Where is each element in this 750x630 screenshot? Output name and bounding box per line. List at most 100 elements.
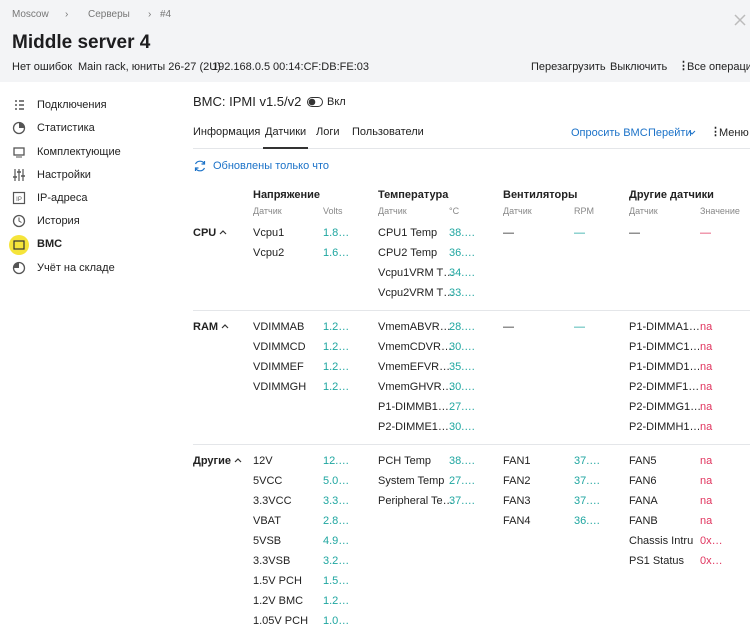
sensor-value: 1.2… — [323, 361, 350, 373]
column-subtitle: Датчик — [378, 206, 407, 216]
collapse-chevron[interactable] — [219, 229, 227, 235]
sensor-value: 0x… — [700, 555, 723, 567]
column-subtitle: °C — [449, 206, 460, 216]
nav-item[interactable]: Статистика — [37, 122, 95, 134]
breadcrumb: #4 — [160, 9, 172, 20]
sensor-name: 1.2V BMC — [253, 595, 304, 607]
sensor-value: 1.5… — [323, 575, 350, 587]
sensor-name: 1.5V PCH — [253, 575, 302, 587]
sensor-name: VDIMMGH — [253, 381, 307, 393]
sensor-value: — — [700, 227, 711, 239]
sensor-name: 3.3VSB — [253, 555, 291, 567]
tab[interactable]: Информация — [193, 126, 261, 138]
nav-item[interactable]: Комплектующие — [37, 146, 121, 158]
sensor-value: na — [700, 381, 713, 393]
sensor-value: 1.2… — [323, 595, 350, 607]
sensor-name: 1.05V PCH — [253, 615, 309, 627]
sensor-value: na — [700, 341, 713, 353]
nav-item[interactable]: История — [37, 215, 80, 227]
sensor-value: na — [700, 361, 713, 373]
breadcrumb[interactable]: Серверы — [88, 9, 130, 20]
sensor-value: 1.6… — [323, 247, 350, 259]
sensor-value: 0x… — [700, 535, 723, 547]
sensor-name: Vcpu1 — [253, 227, 285, 239]
sensor-name: FAN3 — [503, 495, 531, 507]
sensor-name: VmemEFVR… — [378, 361, 451, 373]
sensor-value: 34.… — [449, 267, 476, 279]
nav-item[interactable]: Настройки — [37, 169, 91, 181]
sensor-name: P2-DIMMG1… — [629, 401, 702, 413]
action-button[interactable]: Перезагрузить — [531, 61, 606, 73]
icon-active — [9, 235, 29, 255]
sensor-name: P1-DIMMD1… — [629, 361, 701, 373]
nav-item-active[interactable]: BMC — [37, 238, 63, 250]
header — [0, 0, 750, 82]
sensor-name: P1-DIMMA1… — [629, 321, 700, 333]
sensor-name: Chassis Intru — [629, 535, 694, 547]
page-title: Middle server 4 — [12, 32, 151, 53]
sensor-value: 3.3… — [323, 495, 350, 507]
sensor-value: 3.2… — [323, 555, 350, 567]
sensor-value: 1.2… — [323, 381, 350, 393]
sensor-name: P1-DIMMC1… — [629, 341, 701, 353]
sensor-value: — — [574, 227, 585, 239]
nav-item[interactable]: Подключения — [37, 99, 107, 111]
link-button[interactable]: Перейти — [648, 127, 692, 139]
column-subtitle: Volts — [323, 206, 343, 216]
sensor-value: na — [700, 421, 713, 433]
action-button[interactable]: Все операции — [687, 61, 750, 73]
collapse-chevron[interactable] — [221, 323, 229, 329]
sensor-name: VmemGHVR… — [378, 381, 453, 393]
nav-item[interactable]: IP-адреса — [37, 192, 88, 204]
sensor-value: 38.… — [449, 455, 476, 467]
menu-button[interactable]: Меню — [719, 127, 749, 139]
tab[interactable]: Логи — [316, 126, 340, 138]
kebab-icon: ⋮ — [678, 60, 689, 72]
sensor-value: 2.8… — [323, 515, 350, 527]
sensor-name: Vcpu2VRM T… — [378, 287, 455, 299]
tab[interactable]: Пользователи — [352, 126, 424, 138]
sensor-value: na — [700, 455, 713, 467]
chevron — [688, 130, 696, 135]
sensor-value: 1.2… — [323, 341, 350, 353]
toggle-label: Вкл — [327, 96, 346, 108]
refresh-icon — [194, 160, 206, 172]
sensor-name: VmemABVR… — [378, 321, 451, 333]
sensor-name: VDIMMEF — [253, 361, 304, 373]
sensor-value: 27.… — [449, 401, 476, 413]
sensor-value: 37.… — [574, 455, 601, 467]
sensor-name: 12V — [253, 455, 273, 467]
sensor-name: VDIMMAB — [253, 321, 305, 333]
link-button[interactable]: Опросить BMC — [571, 127, 648, 139]
sensor-value: na — [700, 495, 713, 507]
tab-active[interactable]: Датчики — [265, 126, 307, 138]
sensor-value: 33.… — [449, 287, 476, 299]
column-subtitle: Датчик — [503, 206, 532, 216]
sensor-value: 1.8… — [323, 227, 350, 239]
sensor-value: na — [700, 475, 713, 487]
breadcrumb[interactable]: Moscow — [12, 9, 49, 20]
sensor-name: CPU1 Temp — [378, 227, 438, 239]
sensor-name: FAN1 — [503, 455, 531, 467]
sensor-name: VmemCDVR… — [378, 341, 452, 353]
icon — [13, 147, 25, 158]
sensor-name: P2-DIMMF1… — [629, 381, 700, 393]
column-title: Температура — [378, 189, 449, 201]
close-button[interactable] — [733, 13, 747, 27]
collapse-chevron[interactable] — [234, 457, 242, 463]
sensor-value: 30.… — [449, 381, 476, 393]
group-divider — [193, 310, 750, 311]
sensor-name: System Temp — [378, 475, 445, 487]
toggle[interactable] — [307, 97, 323, 107]
sensor-name: CPU2 Temp — [378, 247, 438, 259]
column-subtitle: Значение — [700, 206, 740, 216]
sensor-name: PS1 Status — [629, 555, 685, 567]
sensor-name: 3.3VCC — [253, 495, 292, 507]
sensor-value: 36.… — [574, 515, 601, 527]
nav-item[interactable]: Учёт на складе — [37, 262, 115, 274]
group-divider — [193, 444, 750, 445]
action-button[interactable]: Выключить — [610, 61, 668, 73]
sensor-value: na — [700, 401, 713, 413]
column-title: Другие датчики — [629, 189, 714, 201]
